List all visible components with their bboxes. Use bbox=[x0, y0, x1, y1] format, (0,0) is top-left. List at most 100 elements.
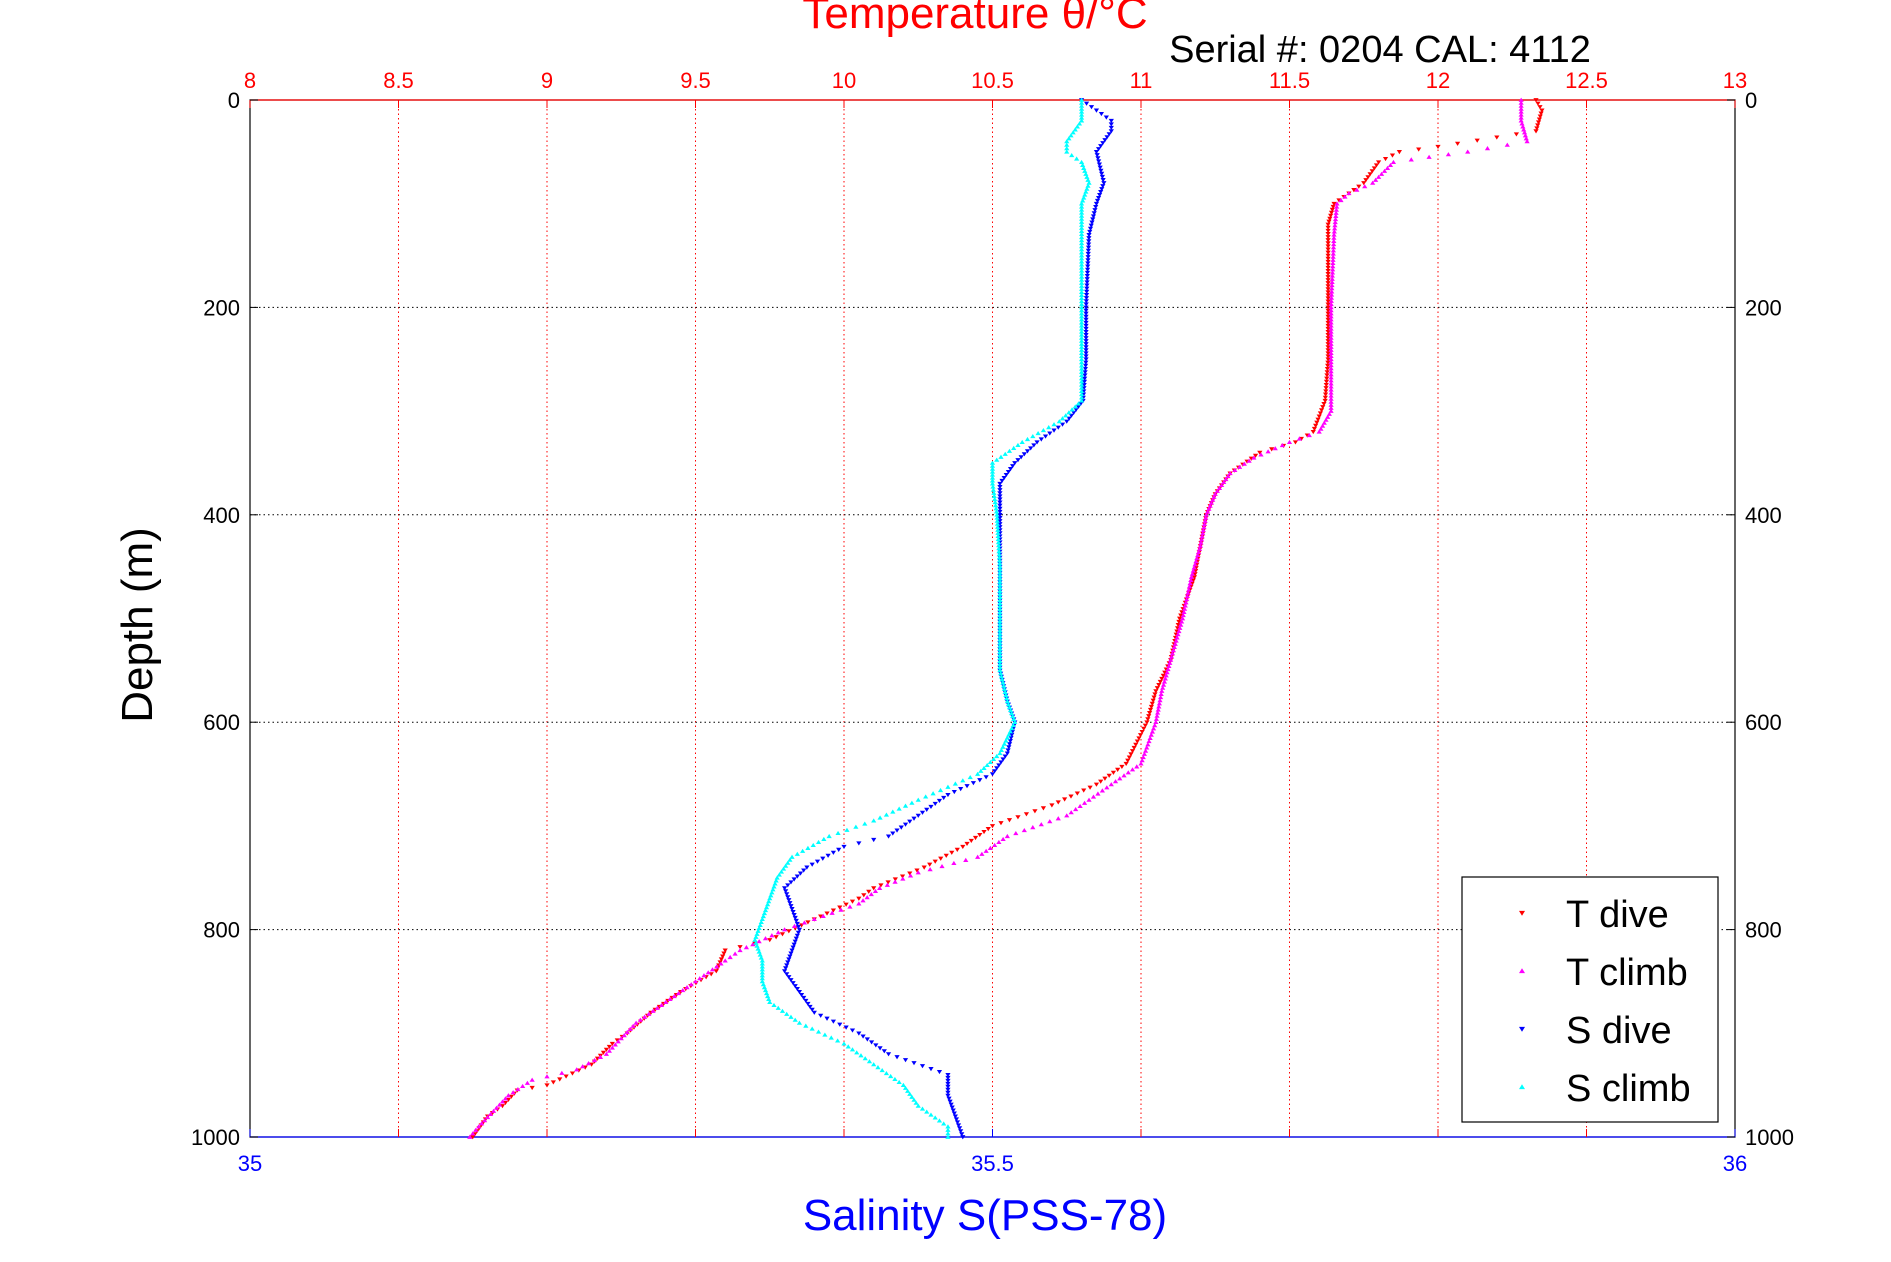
data-point bbox=[1198, 540, 1204, 545]
data-point bbox=[774, 875, 780, 880]
data-point bbox=[1325, 253, 1331, 258]
data-point bbox=[1181, 609, 1187, 614]
data-point bbox=[892, 879, 898, 884]
data-point bbox=[996, 546, 1002, 551]
data-point bbox=[580, 1064, 586, 1069]
data-point bbox=[785, 895, 791, 900]
data-point bbox=[997, 570, 1003, 575]
data-point bbox=[1139, 758, 1145, 763]
data-point bbox=[997, 567, 1003, 572]
data-point bbox=[913, 1100, 919, 1105]
data-point bbox=[1006, 705, 1013, 710]
data-point bbox=[994, 457, 1000, 462]
data-point bbox=[997, 616, 1003, 621]
data-point bbox=[756, 925, 762, 930]
data-point bbox=[1082, 376, 1088, 381]
data-point bbox=[1328, 305, 1334, 310]
data-point bbox=[1147, 707, 1154, 713]
data-point bbox=[1010, 722, 1016, 728]
data-point bbox=[997, 664, 1003, 670]
data-point bbox=[994, 766, 1000, 771]
data-point bbox=[603, 1051, 609, 1056]
data-point bbox=[1182, 603, 1188, 608]
data-point bbox=[1068, 810, 1074, 815]
data-point bbox=[1416, 147, 1422, 152]
data-point bbox=[954, 1120, 961, 1125]
data-point bbox=[1169, 651, 1176, 656]
data-point bbox=[1011, 716, 1017, 722]
data-point bbox=[1090, 217, 1096, 222]
data-point bbox=[563, 1074, 569, 1079]
data-point bbox=[759, 979, 765, 984]
data-point bbox=[755, 928, 761, 933]
data-point bbox=[1323, 389, 1329, 394]
data-point bbox=[502, 1100, 509, 1106]
data-point bbox=[1066, 410, 1072, 415]
data-point bbox=[756, 949, 762, 954]
data-point bbox=[1166, 663, 1172, 669]
data-point bbox=[1079, 159, 1085, 165]
data-point bbox=[1328, 326, 1334, 331]
data-point bbox=[1051, 422, 1057, 427]
data-point bbox=[1084, 186, 1090, 191]
data-point bbox=[753, 934, 759, 939]
data-point bbox=[892, 1076, 898, 1082]
data-point bbox=[1059, 422, 1066, 427]
data-point bbox=[994, 521, 1001, 526]
data-point bbox=[1079, 353, 1085, 359]
data-point bbox=[1093, 201, 1100, 207]
data-point bbox=[923, 794, 929, 799]
data-point bbox=[1535, 101, 1541, 106]
data-point bbox=[1325, 317, 1331, 322]
data-point bbox=[1539, 108, 1545, 113]
data-point bbox=[996, 552, 1002, 557]
data-point bbox=[868, 1040, 875, 1045]
data-point bbox=[766, 899, 772, 904]
data-point bbox=[1153, 689, 1159, 694]
data-point bbox=[1108, 129, 1114, 134]
data-point bbox=[796, 1020, 803, 1025]
data-point bbox=[1325, 250, 1331, 255]
data-point bbox=[822, 1032, 828, 1037]
data-point bbox=[1079, 292, 1085, 298]
data-point bbox=[776, 872, 782, 877]
data-point bbox=[1332, 226, 1338, 231]
data-point bbox=[1098, 190, 1104, 195]
data-point bbox=[1513, 132, 1520, 137]
data-point bbox=[758, 955, 764, 960]
data-point bbox=[1170, 648, 1177, 653]
data-point bbox=[1046, 425, 1052, 430]
data-point bbox=[997, 640, 1003, 645]
data-point bbox=[718, 961, 724, 966]
data-point bbox=[951, 1111, 957, 1116]
data-point bbox=[1051, 428, 1057, 433]
data-point bbox=[1079, 222, 1085, 227]
data-point bbox=[1484, 146, 1491, 151]
data-point bbox=[997, 634, 1003, 639]
data-point bbox=[1237, 464, 1243, 469]
data-point bbox=[1184, 597, 1190, 602]
data-point bbox=[1179, 616, 1186, 621]
data-point bbox=[856, 896, 862, 901]
data-point bbox=[499, 1104, 506, 1109]
data-point bbox=[1376, 174, 1382, 179]
data-point bbox=[1162, 670, 1168, 675]
data-point bbox=[1227, 470, 1233, 476]
data-point bbox=[1328, 298, 1334, 303]
data-point bbox=[875, 1065, 881, 1070]
data-point bbox=[943, 853, 949, 858]
data-point bbox=[1079, 369, 1085, 374]
data-point bbox=[803, 1023, 809, 1028]
legend: T dive T climb S dive S climb bbox=[1461, 876, 1719, 1123]
data-point bbox=[945, 1072, 951, 1078]
data-point bbox=[1092, 208, 1098, 213]
data-point bbox=[737, 948, 743, 953]
data-point bbox=[1180, 612, 1186, 618]
data-point bbox=[1081, 788, 1087, 793]
data-point bbox=[1073, 806, 1079, 812]
data-point bbox=[633, 1020, 639, 1025]
data-point bbox=[949, 850, 955, 855]
data-point bbox=[1079, 100, 1085, 105]
data-point bbox=[1104, 135, 1110, 140]
data-point bbox=[1079, 382, 1085, 387]
